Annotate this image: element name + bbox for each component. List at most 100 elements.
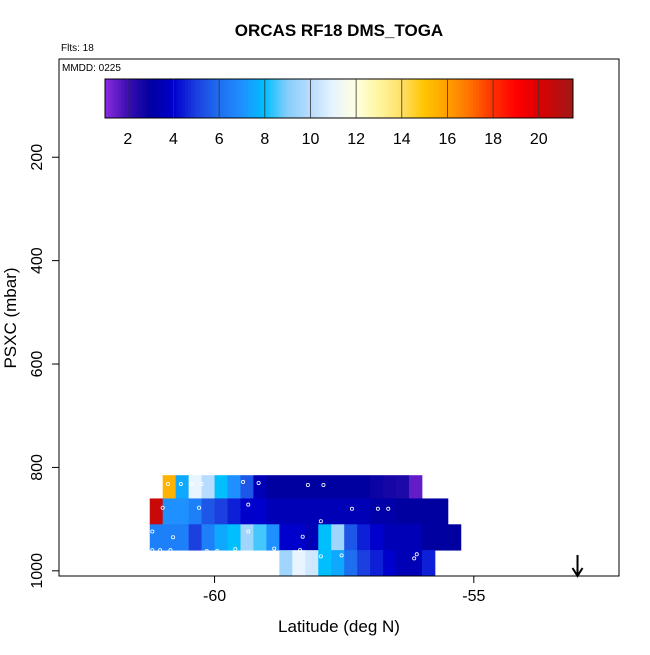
axes: -60 -55 200 400 600 800 1000 — [29, 144, 485, 605]
sample-point — [246, 502, 251, 507]
sample-point — [158, 548, 163, 553]
heatmap-cell — [201, 475, 215, 499]
y-axis-label: PSXC (mbar) — [1, 267, 20, 368]
colorbar-swatch — [204, 79, 209, 118]
heatmap-cell — [383, 550, 397, 577]
colorbar-swatch — [564, 79, 568, 118]
colorbar-swatch — [384, 79, 389, 118]
colorbar-swatch — [424, 79, 428, 118]
sample-point — [160, 505, 165, 510]
colorbar-swatch — [144, 79, 149, 118]
colorbar-swatch — [264, 79, 269, 118]
sample-point — [256, 480, 261, 485]
colorbar-swatch — [530, 79, 534, 118]
sample-point — [386, 506, 391, 511]
heatmap-cell — [149, 524, 164, 551]
heatmap-cell — [357, 550, 371, 577]
heatmap-cell — [162, 524, 177, 551]
colorbar-swatch — [533, 79, 537, 118]
colorbar-swatch — [210, 79, 214, 118]
heatmap-cell — [318, 550, 332, 577]
heatmap-cell — [279, 498, 293, 525]
heatmap-cell — [279, 475, 293, 499]
heatmap-cell — [240, 524, 254, 551]
heatmap-cell — [383, 498, 397, 525]
colorbar-swatch — [438, 79, 443, 118]
colorbar-swatch — [173, 79, 177, 118]
colorbar-swatch — [427, 79, 431, 118]
colorbar-swatch — [182, 79, 186, 118]
colorbar-swatch — [461, 79, 466, 118]
heatmap-cell — [370, 475, 384, 499]
colorbar-swatch — [456, 79, 460, 118]
sample-point — [349, 506, 354, 511]
colorbar-swatch — [244, 79, 249, 118]
heatmap-cell — [331, 475, 345, 499]
colorbar: 2 4 6 8 10 12 14 16 18 20 — [104, 78, 574, 148]
heatmap-cell — [175, 524, 190, 551]
x-tick-label: -60 — [203, 588, 226, 605]
sample-point — [321, 483, 326, 488]
colorbar-swatch — [413, 79, 417, 118]
colorbar-swatch — [444, 79, 448, 118]
chart-title: ORCAS RF18 DMS_TOGA — [235, 21, 443, 40]
colorbar-swatch — [475, 79, 480, 118]
y-tick-label: 800 — [29, 454, 46, 481]
colorbar-swatch — [376, 79, 380, 118]
colorbar-swatch — [478, 79, 483, 118]
colorbar-swatch — [105, 79, 109, 118]
sample-point — [196, 505, 201, 510]
colorbar-swatch — [301, 79, 306, 118]
heatmap-cell — [240, 498, 254, 525]
colorbar-swatch — [467, 79, 471, 118]
colorbar-swatch — [219, 79, 223, 118]
colorbar-swatch — [253, 79, 257, 118]
colorbar-swatch — [170, 79, 174, 118]
heatmap-cell — [421, 524, 436, 551]
colorbar-swatch — [418, 79, 423, 118]
heatmap-cell — [175, 475, 190, 499]
colorbar-swatch — [187, 79, 192, 118]
colorbar-swatch — [176, 79, 180, 118]
heatmap-cell — [214, 524, 228, 551]
heatmap-cell — [253, 475, 267, 499]
sample-point — [150, 548, 155, 553]
colorbar-frame — [104, 78, 574, 119]
colorbar-swatch — [358, 79, 363, 118]
colorbar-swatch — [510, 79, 514, 118]
heatmap-cell — [253, 498, 267, 525]
heatmap-cell — [292, 475, 306, 499]
colorbar-swatch — [184, 79, 189, 118]
colorbar-swatch — [224, 79, 229, 118]
heatmap-cell — [434, 524, 449, 551]
sample-point — [189, 481, 194, 486]
colorbar-swatch — [339, 79, 343, 118]
sample-point — [204, 549, 209, 554]
colorbar-swatch — [113, 79, 117, 118]
colorbar-swatch — [521, 79, 525, 118]
sample-point — [241, 479, 246, 484]
heatmap-cell — [318, 475, 332, 499]
colorbar-swatch — [233, 79, 237, 118]
colorbar-tick-label: 10 — [302, 131, 320, 148]
colorbar-swatch — [310, 79, 314, 118]
colorbar-swatch — [464, 79, 468, 118]
colorbar-swatch — [370, 79, 374, 118]
colorbar-tick-label: 18 — [484, 131, 502, 148]
heatmap-cell — [253, 524, 267, 551]
colorbar-swatch — [378, 79, 383, 118]
colorbar-swatch — [541, 79, 545, 118]
colorbar-swatch — [481, 79, 486, 118]
colorbar-swatch — [324, 79, 329, 118]
colorbar-swatch — [555, 79, 560, 118]
colorbar-swatch — [179, 79, 183, 118]
colorbar-swatch — [139, 79, 143, 118]
colorbar-swatch — [147, 79, 152, 118]
sample-point — [246, 529, 251, 534]
colorbar-swatch — [150, 79, 155, 118]
colorbar-swatch — [550, 79, 554, 118]
sample-point — [305, 483, 310, 488]
sample-point — [318, 554, 323, 559]
colorbar-swatch — [493, 79, 497, 118]
